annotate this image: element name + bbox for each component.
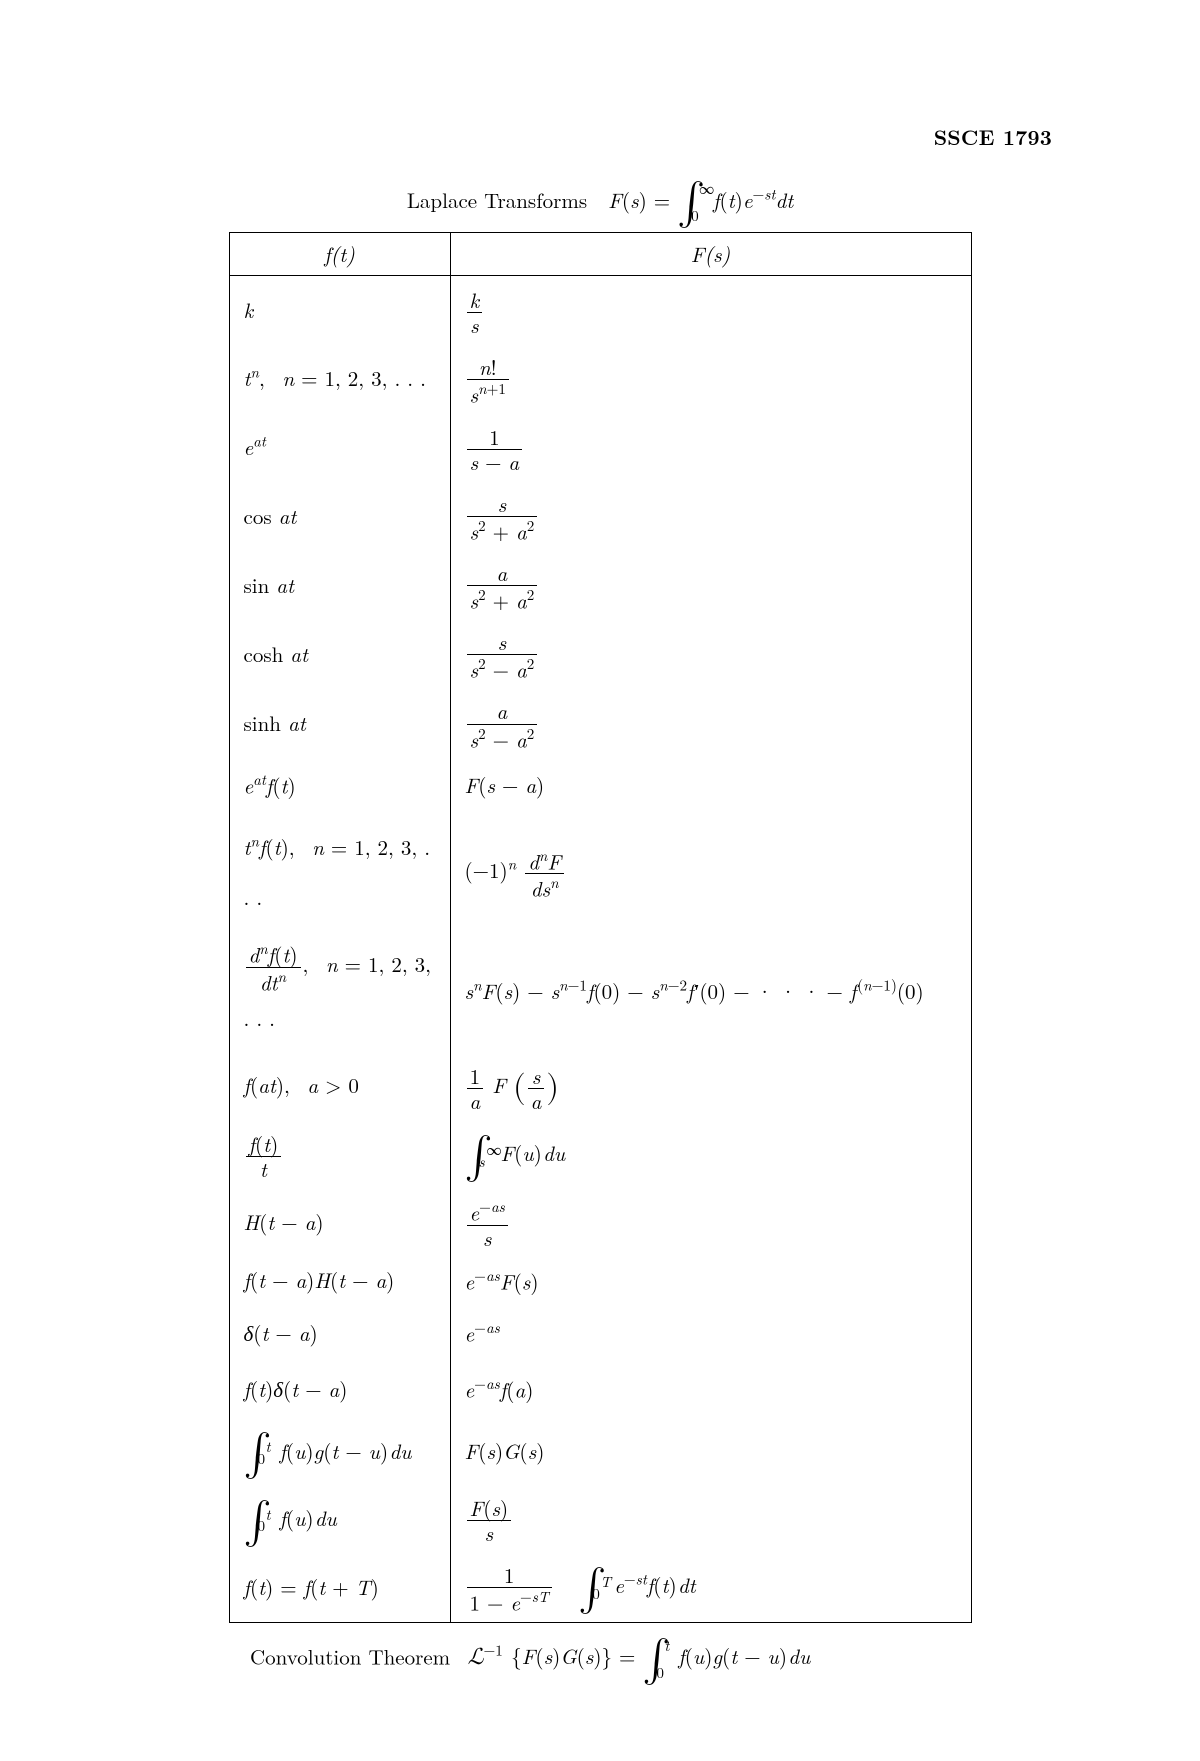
table-row: sin at as2 + a2 [229, 550, 971, 619]
col-header-fs: F(s) [450, 233, 971, 276]
table-row: cos at ss2 + a2 [229, 481, 971, 550]
table-row: f(t) = f(t + T) 11 − e−sT ∫T0 e−stf(t) d… [229, 1552, 971, 1622]
table-row: dnf(t)dtn, n = 1, 2, 3, . . . snF(s) − s… [229, 931, 971, 1052]
table-row: ∫t0 f(u) du F(s)s [229, 1484, 971, 1552]
document-page: SSCE 1793 Laplace Transforms F(s) = ∫ ∞ … [0, 0, 1200, 1761]
table-row: tn, n = 1, 2, 3, . . . n!sn+1 [229, 344, 971, 413]
integral-icon: ∫t0 [244, 1433, 272, 1475]
col-header-ft: f(t) [229, 233, 450, 276]
table-row: tnf(t), n = 1, 2, 3, . . . (−1)n dnFdsn [229, 814, 971, 931]
table-row: H(t − a) e−ass [229, 1188, 971, 1257]
integral-icon: ∫∞s [465, 1136, 493, 1178]
title-label: Laplace Transforms [407, 185, 587, 215]
table-row: f(t − a)H(t − a) e−asF(s) [229, 1257, 971, 1306]
table-row: f(at), a > 0 1a F (sa) [229, 1052, 971, 1120]
table-row: k ks [229, 276, 971, 345]
page-title: Laplace Transforms F(s) = ∫ ∞ 0 f(t)e−st… [140, 182, 1060, 224]
integral-icon: ∫t0 [642, 1639, 670, 1681]
table-row: eatf(t) F(s − a) [229, 758, 971, 814]
table-header-row: f(t) F(s) [229, 233, 971, 276]
integral-icon: ∫T0 [578, 1568, 606, 1610]
table-row: cosh at ss2 − a2 [229, 620, 971, 689]
table-row: δ(t − a) e−as [229, 1306, 971, 1362]
convolution-theorem: Convolution Theorem ℒ−1 {F(s)G(s)} = ∫t0… [250, 1639, 1060, 1681]
title-definition: F(s) = ∫ ∞ 0 f(t)e−stdt [608, 185, 793, 215]
table-row: eat 1s − a [229, 413, 971, 481]
table-row: sinh at as2 − a2 [229, 689, 971, 758]
integral-icon: ∫t0 [244, 1501, 272, 1543]
footer-statement: ℒ−1 {F(s)G(s)} = ∫t0 f(u)g(t − u) du [468, 1641, 811, 1671]
integral-icon: ∫ ∞ 0 [677, 182, 705, 224]
course-code: SSCE 1793 [934, 122, 1052, 152]
footer-label: Convolution Theorem [250, 1641, 450, 1671]
table-row: ∫t0 f(u)g(t − u) du F(s)G(s) [229, 1418, 971, 1484]
table-row: f(t)δ(t − a) e−asf(a) [229, 1362, 971, 1418]
table-row: f(t)t ∫∞s F(u) du [229, 1120, 971, 1188]
laplace-table: f(t) F(s) k ks tn, n = 1, 2, 3, . . . n [229, 232, 972, 1623]
